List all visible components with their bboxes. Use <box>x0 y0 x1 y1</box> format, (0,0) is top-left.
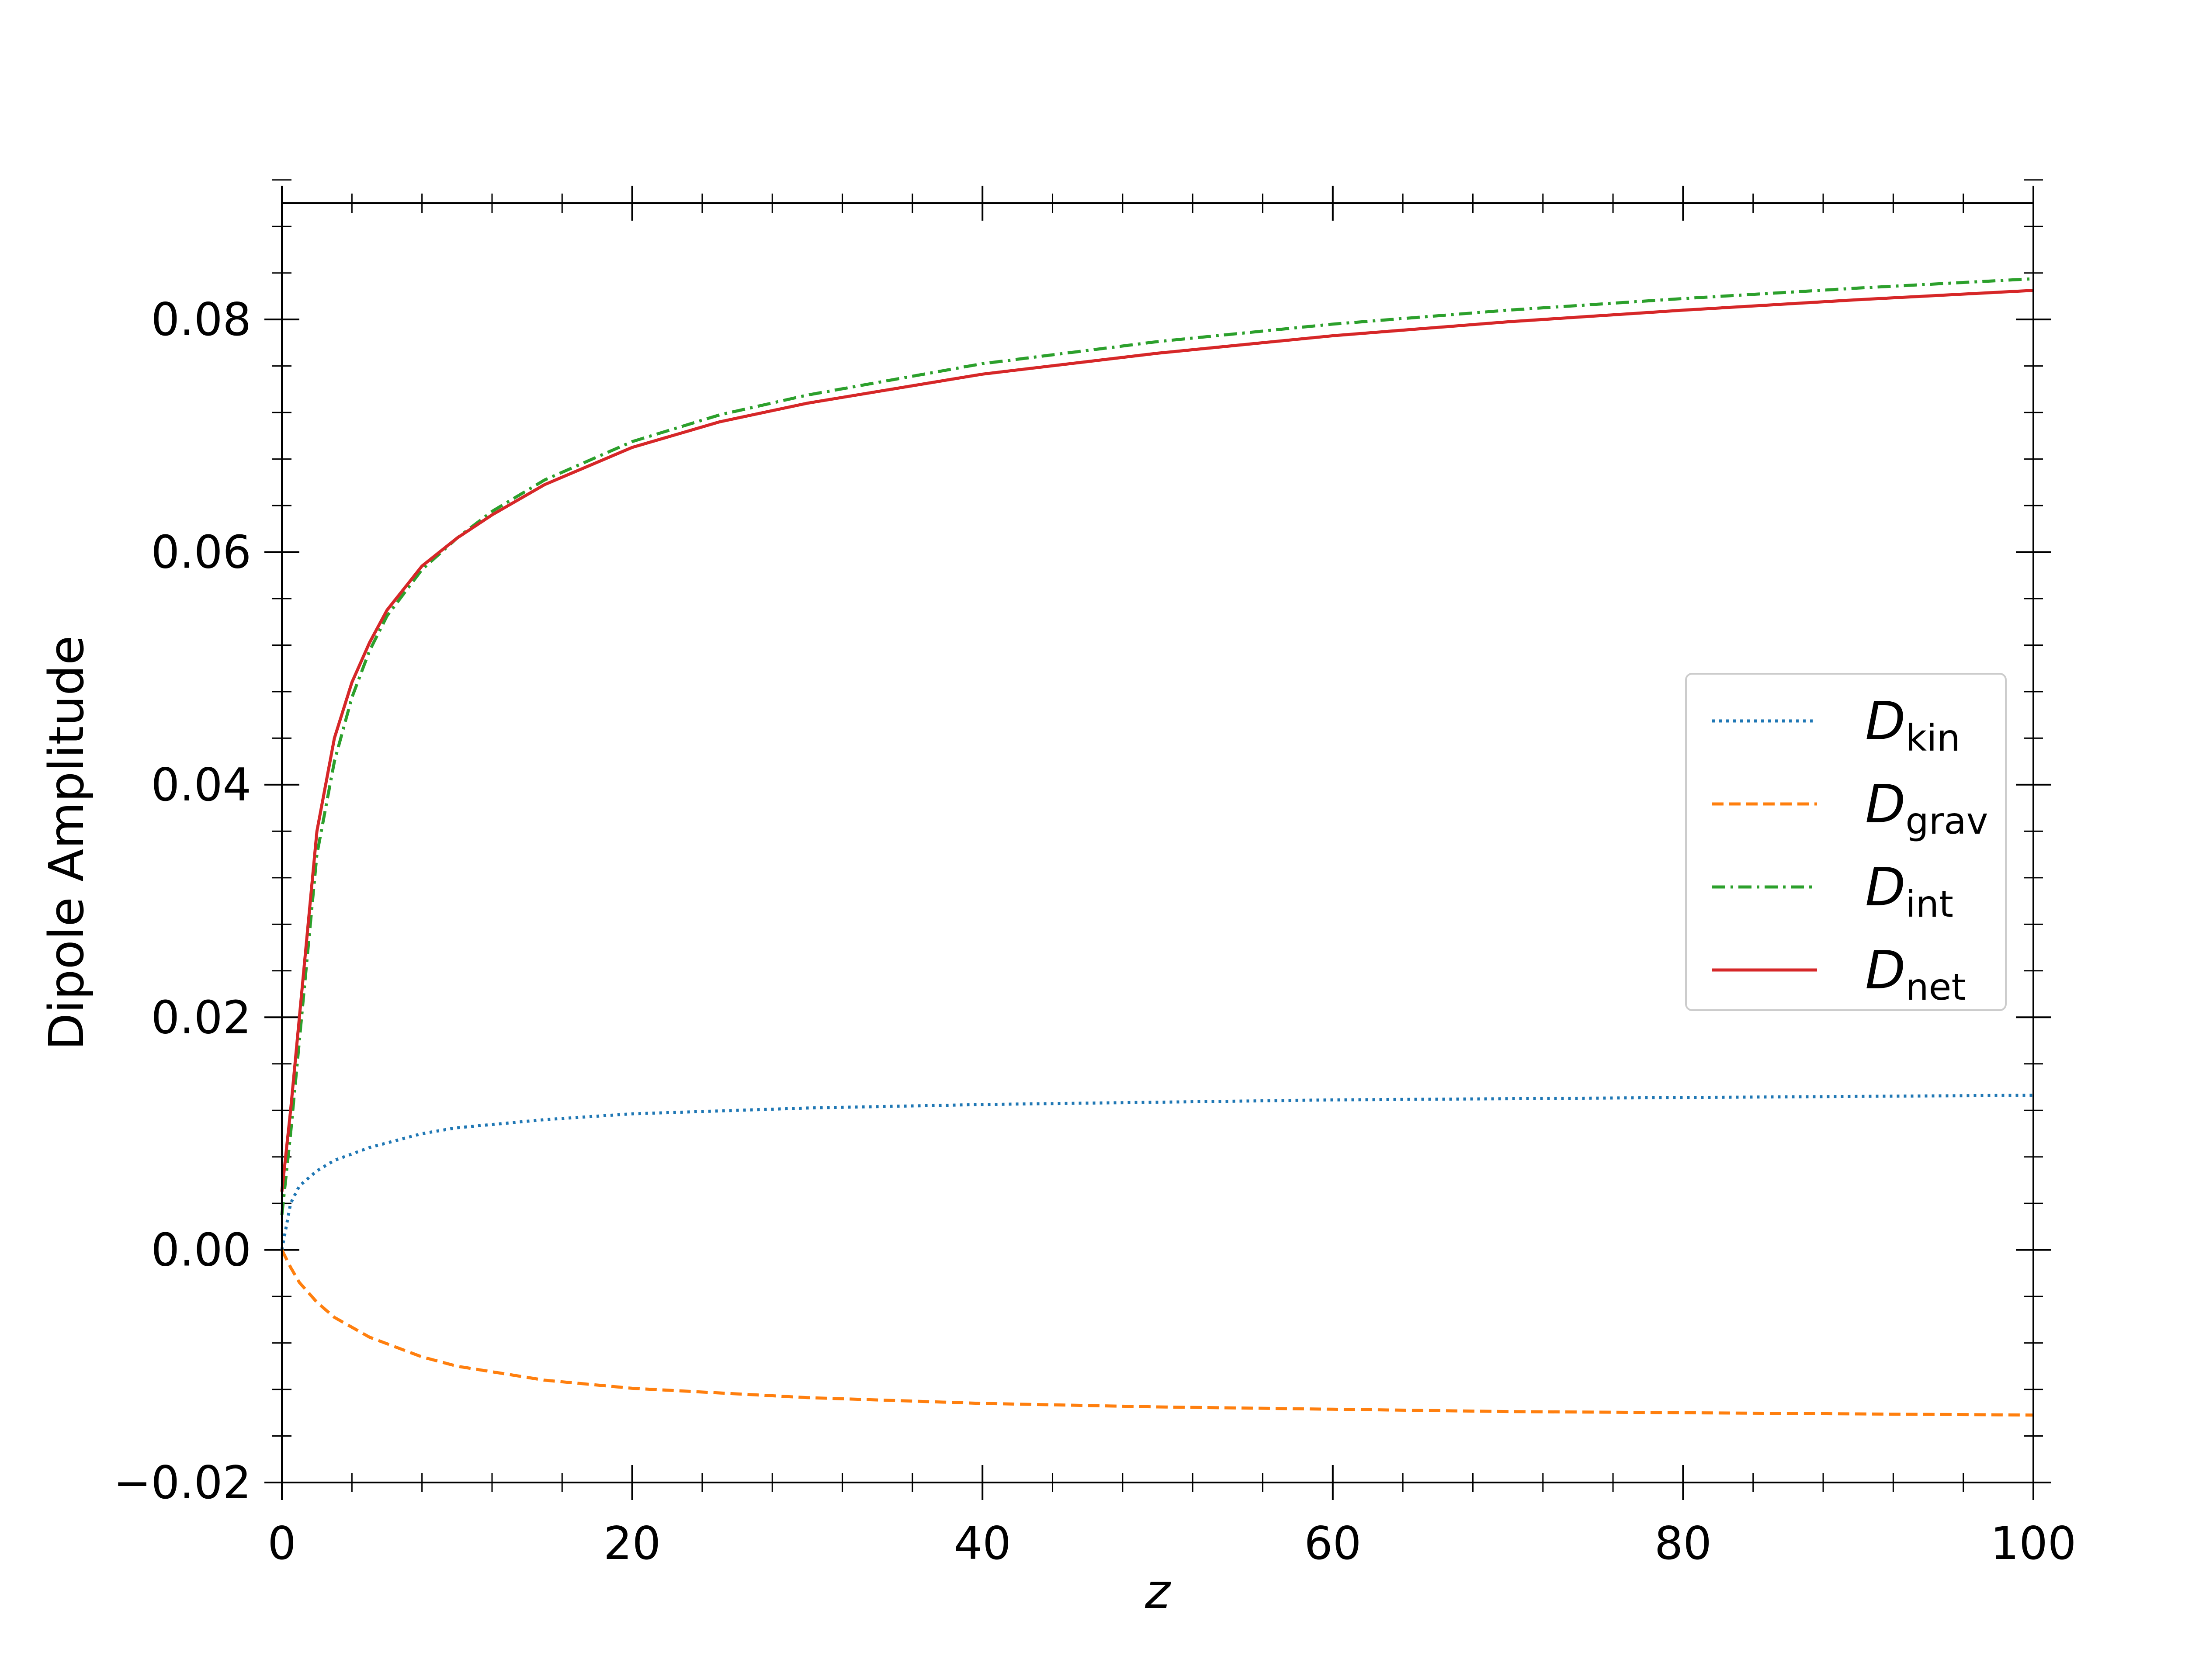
x-tick-label: 100 <box>1991 1517 2077 1570</box>
x-axis-label: z <box>1145 1563 1171 1619</box>
x-tick-label: 0 <box>267 1517 296 1570</box>
legend-label-kin: Dkin <box>1865 691 1960 759</box>
legend: Dkin Dgrav Dint Dnet <box>1685 673 2007 1011</box>
y-tick-label: 0.02 <box>151 991 251 1044</box>
y-tick-label: 0.08 <box>151 294 251 346</box>
y-axis-label: Dipole Amplitude <box>38 635 94 1050</box>
x-tick-label: 60 <box>1304 1517 1361 1570</box>
series-line-grav <box>280 1249 2034 1417</box>
plot-series <box>280 277 2034 1417</box>
x-tick-label: 20 <box>603 1517 661 1570</box>
legend-label-grav: Dgrav <box>1865 774 1988 842</box>
y-tick-label: 0.00 <box>151 1224 251 1277</box>
legend-box <box>1685 673 2007 1011</box>
x-tick-label: 80 <box>1654 1517 1712 1570</box>
series-line-int <box>280 277 2034 1216</box>
x-tick-label: 40 <box>954 1517 1011 1570</box>
y-tick-label: 0.04 <box>151 759 251 811</box>
y-tick-label: −0.02 <box>113 1457 251 1509</box>
plot-frame <box>281 202 2034 1483</box>
legend-label-int: Dint <box>1865 857 1953 925</box>
y-tick-label: 0.06 <box>151 527 251 579</box>
series-line-kin <box>280 1094 2034 1250</box>
tick-labels: 0 20 40 60 80 100 −0.02 0.00 0.02 0.04 0.06 0.08 <box>113 294 2076 1570</box>
series-line-net <box>280 289 2034 1192</box>
legend-label-net: Dnet <box>1865 940 1966 1008</box>
